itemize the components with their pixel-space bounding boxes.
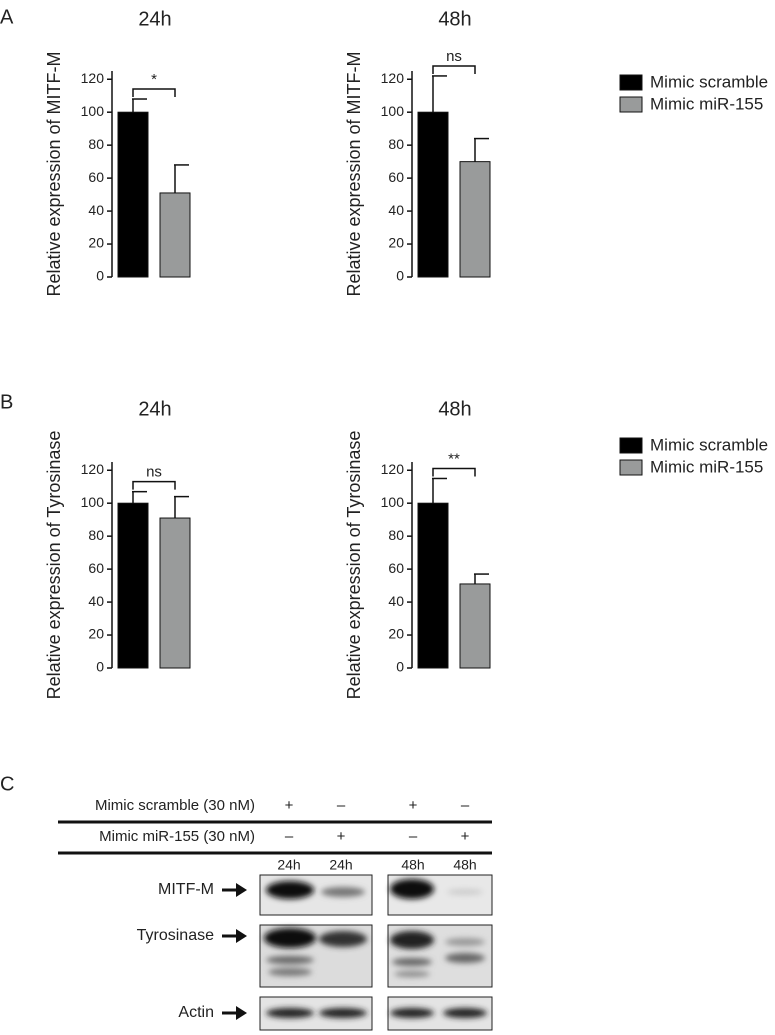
y-tick-label: 40 xyxy=(88,202,104,218)
y-tick-label: 40 xyxy=(388,593,404,609)
bar xyxy=(417,502,449,669)
y-tick-label: 0 xyxy=(396,268,404,284)
y-tick-label: 80 xyxy=(88,136,104,152)
y-tick-label: 80 xyxy=(388,527,404,543)
chart-title: 24h xyxy=(138,398,171,420)
y-tick-label: 0 xyxy=(96,268,104,284)
y-tick-label: 120 xyxy=(381,70,405,86)
chart-title: 24h xyxy=(138,8,171,30)
bar xyxy=(159,192,191,278)
significance-bracket xyxy=(132,88,176,98)
condition-sign: + xyxy=(409,797,418,814)
legend-swatch xyxy=(619,96,643,113)
panel-label: A xyxy=(0,6,14,28)
lane-label: 48h xyxy=(453,857,476,873)
bar xyxy=(117,111,149,278)
chart-title: 48h xyxy=(438,398,471,420)
legend-label: Mimic scramble xyxy=(650,435,768,454)
row-label: Actin xyxy=(178,1004,214,1021)
y-axis-label: Relative expression of Tyrosinase xyxy=(44,431,64,700)
condition-label: Mimic scramble (30 nM) xyxy=(95,797,255,814)
condition-label: Mimic miR-155 (30 nM) xyxy=(99,828,255,845)
significance-label: ns xyxy=(446,48,462,65)
legend-label: Mimic miR-155 xyxy=(650,457,763,476)
y-tick-label: 20 xyxy=(88,235,104,251)
bar xyxy=(159,517,191,669)
y-tick-label: 100 xyxy=(381,494,405,510)
chart-title: 48h xyxy=(438,8,471,30)
y-axis-label: Relative expression of Tyrosinase xyxy=(344,431,364,700)
significance-bracket xyxy=(432,467,476,477)
row-label: MITF-M xyxy=(158,881,214,898)
significance-label: ** xyxy=(448,450,460,467)
bar xyxy=(417,111,449,278)
y-tick-label: 100 xyxy=(381,103,405,119)
row-label: Tyrosinase xyxy=(137,927,214,944)
condition-sign: + xyxy=(337,828,346,845)
y-tick-label: 120 xyxy=(81,461,105,477)
y-tick-label: 40 xyxy=(88,593,104,609)
significance-label: * xyxy=(151,71,157,88)
y-tick-label: 60 xyxy=(88,169,104,185)
lane-label: 48h xyxy=(401,857,424,873)
legend-swatch xyxy=(619,459,643,476)
legend-label: Mimic miR-155 xyxy=(650,94,763,113)
y-tick-label: 100 xyxy=(81,494,105,510)
lane-label: 24h xyxy=(329,857,352,873)
panel-label: B xyxy=(0,391,13,413)
bar xyxy=(459,161,491,278)
y-tick-label: 120 xyxy=(381,461,405,477)
condition-sign: – xyxy=(285,828,294,845)
y-axis-label: Relative expression of MITF-M xyxy=(344,51,364,296)
lane-label: 24h xyxy=(277,857,300,873)
condition-sign: + xyxy=(285,797,294,814)
significance-bracket xyxy=(432,65,476,74)
arrows xyxy=(222,883,247,1020)
y-tick-label: 60 xyxy=(388,560,404,576)
condition-sign: – xyxy=(337,797,346,814)
panel-label: C xyxy=(0,773,14,795)
condition-sign: – xyxy=(461,797,470,814)
significance-label: ns xyxy=(146,464,162,481)
y-tick-label: 20 xyxy=(388,626,404,642)
y-tick-label: 80 xyxy=(88,527,104,543)
significance-bracket xyxy=(132,480,176,490)
bar xyxy=(117,502,149,669)
legend-swatch xyxy=(619,437,643,454)
y-tick-label: 120 xyxy=(81,70,105,86)
y-tick-label: 0 xyxy=(396,659,404,675)
legend-label: Mimic scramble xyxy=(650,72,768,91)
y-tick-label: 20 xyxy=(88,626,104,642)
y-tick-label: 60 xyxy=(88,560,104,576)
y-tick-label: 60 xyxy=(388,169,404,185)
blot-images xyxy=(259,874,493,1031)
y-tick-label: 100 xyxy=(81,103,105,119)
y-axis-label: Relative expression of MITF-M xyxy=(44,51,64,296)
condition-sign: – xyxy=(409,828,418,845)
y-tick-label: 20 xyxy=(388,235,404,251)
y-tick-label: 40 xyxy=(388,202,404,218)
bar xyxy=(459,583,491,669)
condition-sign: + xyxy=(461,828,470,845)
y-tick-label: 0 xyxy=(96,659,104,675)
legend-swatch xyxy=(619,74,643,91)
y-tick-label: 80 xyxy=(388,136,404,152)
